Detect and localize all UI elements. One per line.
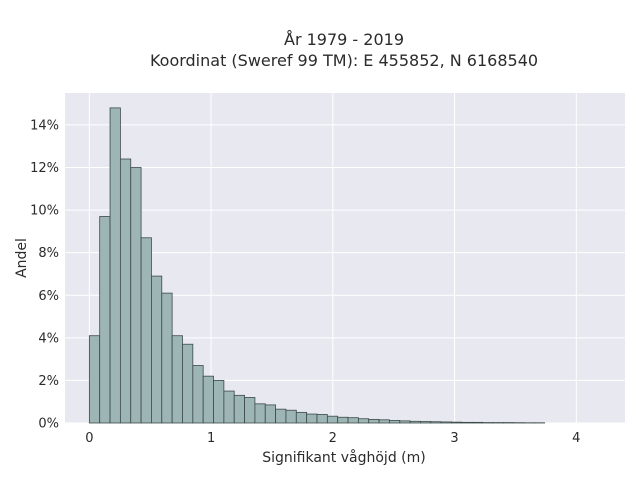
histogram-bar bbox=[109, 107, 121, 424]
histogram-bar bbox=[202, 375, 214, 424]
histogram-bar bbox=[285, 409, 297, 424]
y-tick-label: 6% bbox=[38, 289, 59, 304]
histogram-bar bbox=[357, 418, 370, 424]
histogram-bar bbox=[451, 421, 463, 424]
histogram-bar bbox=[140, 237, 152, 424]
y-tick-label: 2% bbox=[38, 374, 59, 389]
y-tick-label: 4% bbox=[38, 331, 59, 346]
histogram-bar bbox=[399, 420, 411, 424]
histogram-bar bbox=[275, 408, 287, 424]
histogram-bar bbox=[306, 413, 318, 424]
histogram-bar bbox=[295, 411, 308, 424]
histogram-bar bbox=[389, 420, 401, 424]
histogram-bar bbox=[461, 421, 473, 424]
histogram-bar bbox=[171, 335, 183, 424]
histogram-bars bbox=[88, 107, 546, 424]
histogram-bar bbox=[130, 167, 142, 424]
histogram-bar bbox=[347, 417, 359, 424]
y-tick-label: 0% bbox=[38, 417, 59, 432]
chart-title-line-2: Koordinat (Sweref 99 TM): E 455852, N 61… bbox=[150, 51, 538, 70]
x-axis-label: Signifikant våghöjd (m) bbox=[262, 449, 425, 466]
axis-ticks: 0 1 2 3 4 0% 2% 4% 6% 8% 10% 12% 14% bbox=[30, 118, 580, 446]
histogram-bar bbox=[223, 390, 235, 424]
histogram-bar bbox=[430, 421, 442, 424]
histogram-bar bbox=[161, 292, 173, 424]
x-tick-label: 0 bbox=[85, 431, 93, 446]
x-tick-label: 3 bbox=[450, 431, 458, 446]
y-tick-label: 14% bbox=[30, 118, 59, 133]
chart-title-line-1: År 1979 - 2019 bbox=[284, 30, 404, 49]
y-tick-label: 12% bbox=[30, 161, 59, 176]
histogram-bar bbox=[182, 343, 194, 424]
histogram-bar bbox=[337, 416, 349, 424]
histogram-bar bbox=[99, 216, 111, 424]
histogram-bar bbox=[326, 415, 339, 424]
x-tick-label: 1 bbox=[207, 431, 215, 446]
histogram-bar bbox=[192, 365, 204, 424]
x-tick-label: 4 bbox=[572, 431, 580, 446]
histogram-bar bbox=[420, 421, 432, 424]
histogram-bar bbox=[244, 397, 256, 424]
histogram-bar bbox=[213, 380, 225, 424]
y-tick-label: 10% bbox=[30, 204, 59, 219]
histogram-bar bbox=[264, 404, 277, 424]
histogram-bar bbox=[471, 421, 483, 424]
histogram-bar bbox=[316, 414, 328, 424]
histogram-bar bbox=[88, 335, 101, 424]
histogram-bar bbox=[409, 420, 421, 424]
histogram-bar bbox=[233, 394, 245, 424]
histogram-bar bbox=[440, 421, 452, 424]
x-tick-label: 2 bbox=[329, 431, 337, 446]
histogram-bar bbox=[151, 275, 163, 424]
y-tick-label: 8% bbox=[38, 246, 59, 261]
histogram-bar bbox=[368, 418, 380, 424]
histogram-bar bbox=[254, 403, 266, 424]
histogram-bar bbox=[119, 158, 132, 424]
y-axis-label: Andel bbox=[14, 238, 30, 278]
histogram-bar bbox=[378, 419, 390, 424]
